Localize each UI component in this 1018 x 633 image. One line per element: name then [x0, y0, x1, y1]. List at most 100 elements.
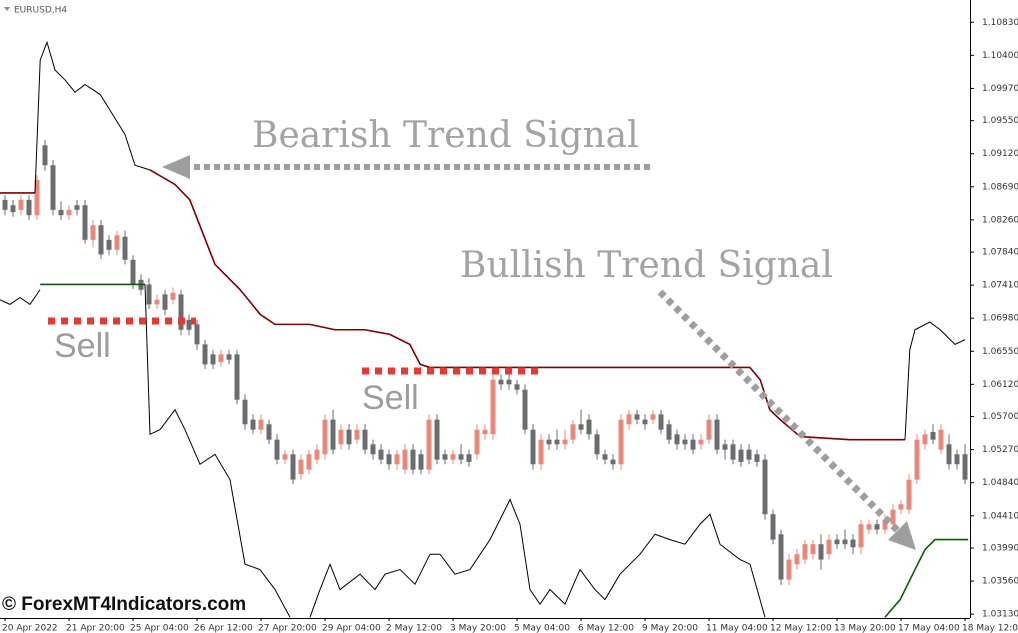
y-tick-label: 1.07840 [982, 248, 1018, 258]
candle-body [226, 354, 232, 360]
candle-body [218, 354, 224, 363]
candle-body [258, 419, 264, 430]
candle-body [106, 239, 112, 250]
x-tick-label: 12 May 12:00 [770, 624, 832, 633]
symbol-menu-icon[interactable] [4, 7, 10, 11]
symbol-label: EURUSD,H4 [14, 6, 67, 16]
candle-body [594, 434, 600, 455]
y-tick-label: 1.05270 [982, 445, 1018, 455]
candle-body [50, 165, 56, 210]
x-tick-label: 2 May 12:00 [386, 624, 442, 633]
candle-body [938, 429, 944, 450]
candle-body [946, 444, 952, 465]
candle-body [954, 454, 960, 465]
candle-body [34, 179, 40, 216]
candle-body [490, 379, 496, 435]
candle-body [538, 439, 544, 465]
x-tick-label: 27 Apr 20:00 [258, 624, 317, 633]
candle-body [618, 419, 624, 465]
y-tick-label: 1.09120 [982, 149, 1018, 159]
candle-body [394, 454, 400, 465]
candle-body [898, 504, 904, 510]
candle-body [402, 449, 408, 470]
y-tick-label: 1.08690 [982, 182, 1018, 192]
candle-body [714, 419, 720, 450]
y-tick-label: 1.10830 [982, 18, 1018, 28]
candle-body [506, 379, 512, 385]
candle-body [498, 379, 504, 385]
candle-body [66, 209, 72, 216]
candle-body [162, 294, 168, 310]
x-tick-label: 6 May 12:00 [578, 624, 634, 633]
candle-body [98, 225, 104, 255]
candle-body [274, 439, 280, 460]
candle-body [266, 424, 272, 440]
candle-body [762, 459, 768, 515]
y-tick-label: 1.03560 [982, 577, 1018, 587]
watermark: © ForexMT4Indicators.com [2, 594, 246, 615]
x-tick-label: 3 May 20:00 [450, 624, 506, 633]
candle-body [170, 292, 176, 300]
candle-body [850, 539, 856, 548]
x-tick-label: 18 May 12:00 [962, 624, 1018, 633]
candle-body [578, 424, 584, 430]
annotation-text: Sell [54, 327, 111, 365]
y-tick-label: 1.03130 [982, 610, 1018, 620]
candle-body [146, 284, 152, 305]
candle-body [866, 524, 872, 530]
candle-body [546, 439, 552, 445]
candle-body [418, 454, 424, 470]
y-tick-label: 1.06980 [982, 314, 1018, 324]
candle-body [2, 199, 8, 210]
candle-body [346, 429, 352, 445]
candle-body [802, 544, 808, 560]
candle-body [658, 414, 664, 430]
y-tick-label: 1.06120 [982, 380, 1018, 390]
candle-body [482, 429, 488, 435]
candle-body [466, 454, 472, 462]
candle-body [458, 454, 464, 460]
candle-body [130, 259, 136, 285]
candle-body [922, 434, 928, 445]
candle-body [930, 431, 936, 440]
candle-body [962, 454, 968, 480]
arrow-head [162, 155, 190, 179]
candle-body [530, 429, 536, 465]
candle-body [874, 524, 880, 530]
annotation-arrow [657, 289, 901, 534]
annotation-text: Bullish Trend Signal [460, 245, 833, 286]
candle-body [826, 539, 832, 555]
candle-body [386, 454, 392, 465]
candle-body [474, 429, 480, 455]
candle-body [362, 429, 368, 450]
candle-body [738, 449, 744, 462]
x-tick-label: 13 May 20:00 [834, 624, 896, 633]
candle-body [82, 205, 88, 240]
candle-body [234, 354, 240, 400]
candle-body [330, 419, 336, 450]
y-tick-label: 1.10400 [982, 51, 1018, 61]
candle-body [378, 449, 384, 460]
candle-body [514, 384, 520, 390]
candle-body [282, 454, 288, 460]
candle-body [810, 544, 816, 555]
candle-body [650, 414, 656, 420]
x-tick-label: 17 May 04:00 [898, 624, 960, 633]
candle-body [626, 414, 632, 425]
candle-body [314, 449, 320, 460]
candle-body [570, 424, 576, 440]
candle-body [210, 354, 216, 365]
candle-body [290, 454, 296, 480]
y-tick-label: 1.04410 [982, 511, 1018, 521]
candle-body [562, 439, 568, 445]
candle-body [914, 439, 920, 480]
y-tick-label: 1.07410 [982, 281, 1018, 291]
y-tick-label: 1.05700 [982, 412, 1018, 422]
candle-body [10, 205, 16, 213]
x-tick-label: 29 Apr 04:00 [322, 624, 381, 633]
candle-body [58, 209, 64, 216]
candle-body [26, 199, 32, 216]
candle-body [42, 145, 48, 166]
